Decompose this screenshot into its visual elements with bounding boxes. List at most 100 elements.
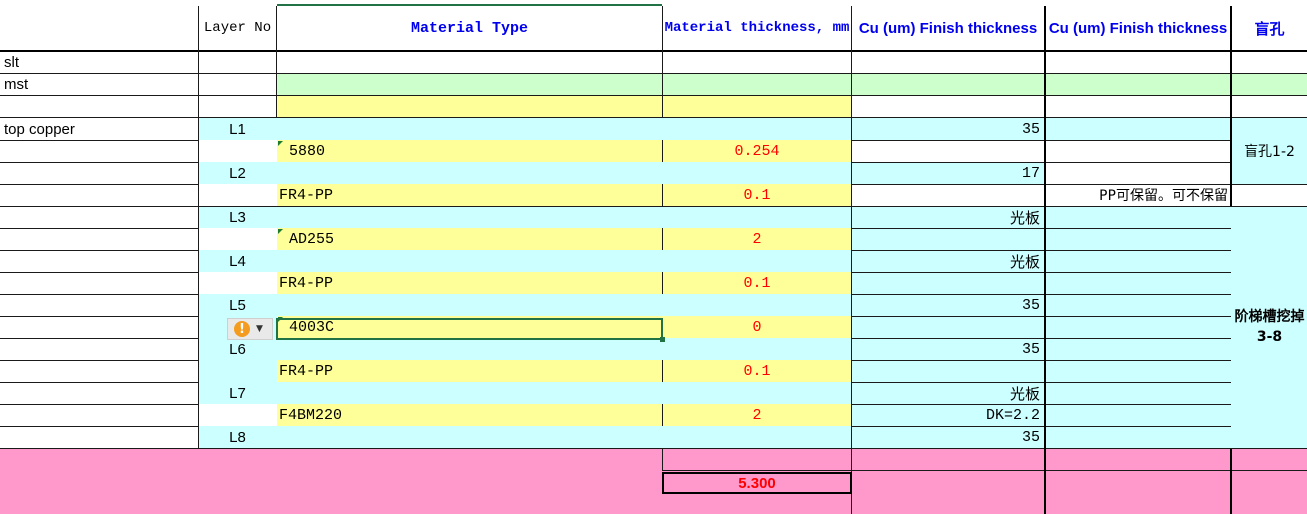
- blind-hole-range-cell[interactable]: 盲孔1-2: [1232, 118, 1307, 184]
- material-type-cell[interactable]: FR4-PP: [277, 360, 662, 382]
- grid-line: [0, 140, 199, 141]
- step-slot-cell[interactable]: 阶梯槽挖掉3-8: [1232, 206, 1307, 448]
- material-thickness-text: 0: [752, 318, 762, 336]
- material-type-cell[interactable]: AD255: [277, 228, 662, 250]
- layer-cell[interactable]: L6: [199, 338, 276, 360]
- grid-line: [852, 360, 1231, 361]
- copper-thickness-cell[interactable]: 35: [852, 294, 1044, 316]
- material-type-cell[interactable]: FR4-PP: [277, 272, 662, 294]
- material-thickness-cell[interactable]: 2: [663, 404, 851, 426]
- copper-thickness-cell[interactable]: 35: [852, 118, 1044, 140]
- blind-hole-range-text: 盲孔1-2: [1244, 144, 1295, 160]
- material-thickness-cell[interactable]: 0.254: [663, 140, 851, 162]
- fill: [199, 426, 1231, 448]
- row-label-slt[interactable]: slt: [0, 52, 198, 73]
- material-type-cell[interactable]: 5880: [277, 140, 662, 162]
- grid-line: [851, 6, 852, 514]
- material-thickness-cell[interactable]: 0.1: [663, 272, 851, 294]
- layer-label: L2: [229, 164, 246, 182]
- copper-thickness-cell[interactable]: 光板: [852, 250, 1044, 272]
- fill: [277, 140, 851, 162]
- grid-line: [0, 426, 199, 427]
- fill: [277, 404, 851, 426]
- header-material-type[interactable]: Material Type: [277, 6, 662, 50]
- grid-line: [276, 6, 277, 118]
- fill: [199, 382, 1231, 404]
- grid-line: [852, 426, 1231, 427]
- layer-label: L4: [229, 252, 246, 270]
- header-blind-hole[interactable]: 盲孔: [1232, 6, 1307, 50]
- copper-thickness-cell[interactable]: 17: [852, 162, 1044, 184]
- copper-thickness-cell[interactable]: 35: [852, 338, 1044, 360]
- header-cu-finish-1-label: Cu (um) Finish thickness: [858, 19, 1038, 37]
- grid-line: [852, 140, 1231, 141]
- grid-line: [277, 4, 662, 6]
- header-material-thickness[interactable]: Material thickness, mm: [663, 6, 851, 50]
- row-label-mst-text: mst: [4, 76, 29, 93]
- header-cu-finish-2[interactable]: Cu (um) Finish thickness: [1046, 6, 1230, 50]
- copper-thickness-cell[interactable]: 35: [852, 426, 1044, 448]
- material-type-text: 4003C: [289, 318, 335, 336]
- layer-label: L7: [229, 384, 246, 402]
- grid-line: [852, 250, 1231, 251]
- material-thickness-text: 0.254: [734, 142, 780, 160]
- grid-line: [0, 404, 199, 405]
- layer-label: L5: [229, 296, 246, 314]
- header-layer-no[interactable]: Layer No: [199, 6, 276, 50]
- layer-cell[interactable]: L3: [199, 206, 276, 228]
- header-cu-finish-1[interactable]: Cu (um) Finish thickness: [852, 6, 1044, 50]
- material-thickness-cell[interactable]: 0.1: [663, 184, 851, 206]
- layer-cell[interactable]: L8: [199, 426, 276, 448]
- grid-line: [0, 360, 199, 361]
- fill: [199, 294, 1231, 316]
- total-thickness-text: 5.300: [738, 474, 776, 492]
- fill: [277, 360, 851, 382]
- header-material-thickness-label: Material thickness, mm: [664, 19, 850, 36]
- error-check-button[interactable]: ! ▼: [227, 318, 273, 340]
- material-thickness-cell[interactable]: 2: [663, 228, 851, 250]
- grid-line: [662, 360, 663, 382]
- layer-cell[interactable]: L4: [199, 250, 276, 272]
- material-thickness-cell[interactable]: 0: [663, 316, 851, 338]
- active-cell-selection[interactable]: [276, 318, 663, 340]
- grid-line: [0, 294, 199, 295]
- layer-cell[interactable]: L5: [199, 294, 276, 316]
- layer-label: L8: [229, 428, 246, 446]
- copper-thickness-text: 35: [1021, 340, 1040, 358]
- row-label-mst[interactable]: mst: [0, 74, 198, 95]
- copper-thickness-cell[interactable]: 光板: [852, 206, 1044, 228]
- fill: [852, 272, 1231, 294]
- grid-line: [662, 6, 663, 118]
- material-note-cell[interactable]: PP可保留。可不保留: [1046, 184, 1230, 206]
- material-type-cell[interactable]: 4003C: [277, 316, 662, 338]
- copper-thickness-text: 光板: [1009, 252, 1040, 271]
- layer-label: L6: [229, 340, 246, 358]
- layer-cell[interactable]: L2: [199, 162, 276, 184]
- fill-handle[interactable]: [660, 337, 665, 342]
- material-thickness-cell[interactable]: 0.1: [663, 360, 851, 382]
- dk-value-cell[interactable]: DK=2.2: [852, 404, 1044, 426]
- grid-line: [662, 404, 663, 426]
- grid-line: [0, 95, 1307, 96]
- grid-line: [852, 316, 1231, 317]
- material-type-cell[interactable]: F4BM220: [277, 404, 662, 426]
- row-label-top-copper[interactable]: top copper: [0, 118, 198, 140]
- cell-indicator: [278, 229, 283, 234]
- material-type-cell[interactable]: FR4-PP: [277, 184, 662, 206]
- fill: [852, 404, 1231, 426]
- step-slot-text: 阶梯槽挖掉3-8: [1234, 309, 1305, 345]
- copper-thickness-cell[interactable]: 光板: [852, 382, 1044, 404]
- material-thickness-text: 0.1: [743, 186, 771, 204]
- material-thickness-text: 2: [752, 406, 762, 424]
- copper-thickness-text: 光板: [1009, 384, 1040, 403]
- fill: [852, 316, 1231, 338]
- grid-line: [0, 228, 199, 229]
- material-type-text: FR4-PP: [279, 362, 334, 380]
- total-thickness-cell[interactable]: 5.300: [662, 472, 852, 494]
- material-type-text: FR4-PP: [279, 274, 334, 292]
- layer-cell[interactable]: L7: [199, 382, 276, 404]
- layer-cell[interactable]: L1: [199, 118, 276, 140]
- material-type-text: FR4-PP: [279, 186, 334, 204]
- fill: [199, 338, 1231, 360]
- fill: [1231, 118, 1307, 184]
